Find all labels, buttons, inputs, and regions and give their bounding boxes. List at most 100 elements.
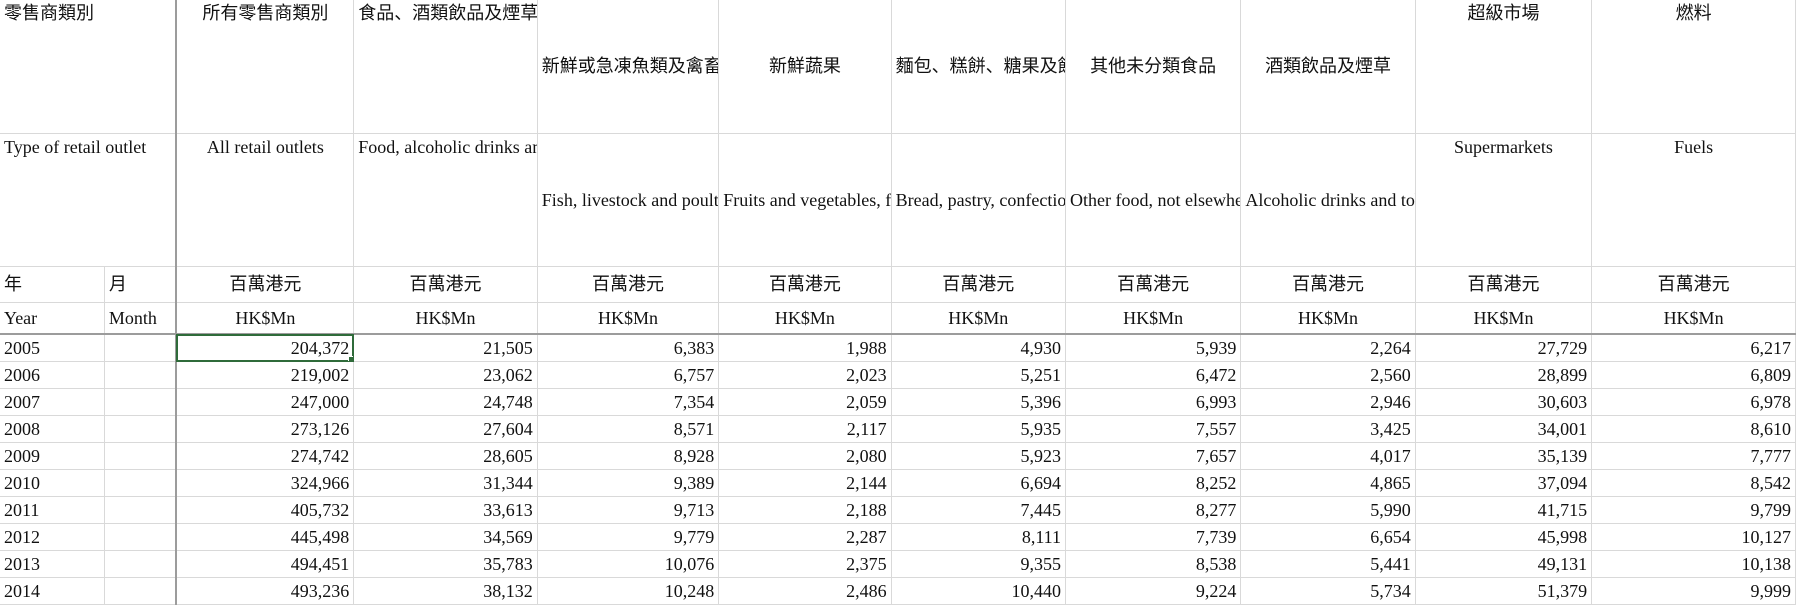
year-cell[interactable]: 2005: [0, 334, 105, 362]
year-cell[interactable]: 2011: [0, 496, 105, 524]
col-header-en[interactable]: Other food, not elsewhere classified: [1065, 133, 1242, 267]
value-cell[interactable]: 2,946: [1240, 388, 1416, 416]
value-cell[interactable]: 5,734: [1240, 577, 1416, 605]
value-cell[interactable]: 49,131: [1415, 550, 1593, 578]
unit-en[interactable]: HK$Mn: [176, 302, 355, 335]
year-label-en[interactable]: Year: [0, 302, 105, 335]
value-cell[interactable]: 9,779: [537, 523, 720, 551]
col-header-zh[interactable]: 新鮮蔬果: [718, 0, 892, 134]
value-cell[interactable]: 8,928: [537, 442, 720, 470]
value-cell[interactable]: 2,560: [1240, 361, 1416, 389]
value-cell[interactable]: 5,441: [1240, 550, 1416, 578]
value-cell[interactable]: 273,126: [176, 415, 355, 443]
value-cell[interactable]: 8,571: [537, 415, 720, 443]
value-cell[interactable]: 1,988: [718, 334, 892, 362]
value-cell[interactable]: 38,132: [353, 577, 538, 605]
unit-en[interactable]: HK$Mn: [353, 302, 538, 335]
unit-en[interactable]: HK$Mn: [891, 302, 1066, 335]
value-cell[interactable]: 7,354: [537, 388, 720, 416]
unit-en[interactable]: HK$Mn: [1591, 302, 1796, 335]
year-cell[interactable]: 2009: [0, 442, 105, 470]
value-cell[interactable]: 6,809: [1591, 361, 1796, 389]
value-cell[interactable]: 274,742: [176, 442, 355, 470]
value-cell[interactable]: 9,355: [891, 550, 1066, 578]
month-label-zh[interactable]: 月: [104, 266, 178, 303]
value-cell[interactable]: 405,732: [176, 496, 355, 524]
unit-en[interactable]: HK$Mn: [1065, 302, 1242, 335]
value-cell[interactable]: 35,139: [1415, 442, 1593, 470]
col-header-zh[interactable]: 麵包、糕餅、糖果及餅乾: [891, 0, 1066, 134]
value-cell[interactable]: 31,344: [353, 469, 538, 497]
value-cell[interactable]: 45,998: [1415, 523, 1593, 551]
unit-en[interactable]: HK$Mn: [537, 302, 720, 335]
value-cell[interactable]: 3,425: [1240, 415, 1416, 443]
value-cell[interactable]: 324,966: [176, 469, 355, 497]
col-header-zh[interactable]: 燃料: [1591, 0, 1796, 134]
value-cell[interactable]: 494,451: [176, 550, 355, 578]
value-cell[interactable]: 10,138: [1591, 550, 1796, 578]
unit-zh[interactable]: 百萬港元: [1415, 266, 1593, 303]
type-header-en[interactable]: Type of retail outlet: [0, 133, 178, 267]
unit-zh[interactable]: 百萬港元: [1240, 266, 1416, 303]
unit-en[interactable]: HK$Mn: [1415, 302, 1593, 335]
unit-zh[interactable]: 百萬港元: [176, 266, 355, 303]
value-cell[interactable]: 41,715: [1415, 496, 1593, 524]
col-header-en[interactable]: Bread, pastry, confectionery and biscuit…: [891, 133, 1066, 267]
year-cell[interactable]: 2006: [0, 361, 105, 389]
value-cell[interactable]: 21,505: [353, 334, 538, 362]
value-cell[interactable]: 5,251: [891, 361, 1066, 389]
value-cell[interactable]: 2,264: [1240, 334, 1416, 362]
value-cell[interactable]: 7,739: [1065, 523, 1242, 551]
value-cell[interactable]: 8,542: [1591, 469, 1796, 497]
value-cell[interactable]: 24,748: [353, 388, 538, 416]
value-cell[interactable]: 51,379: [1415, 577, 1593, 605]
value-cell[interactable]: 445,498: [176, 523, 355, 551]
value-cell[interactable]: 247,000: [176, 388, 355, 416]
col-header-zh[interactable]: 酒類飲品及煙草: [1240, 0, 1416, 134]
value-cell[interactable]: 10,127: [1591, 523, 1796, 551]
col-header-en[interactable]: All retail outlets: [176, 133, 355, 267]
value-cell[interactable]: 9,713: [537, 496, 720, 524]
col-header-zh[interactable]: 其他未分類食品: [1065, 0, 1242, 134]
value-cell[interactable]: 6,472: [1065, 361, 1242, 389]
col-header-en[interactable]: Fruits and vegetables, fresh: [718, 133, 892, 267]
unit-zh[interactable]: 百萬港元: [537, 266, 720, 303]
value-cell[interactable]: 35,783: [353, 550, 538, 578]
month-cell[interactable]: [104, 523, 178, 551]
value-cell[interactable]: 2,117: [718, 415, 892, 443]
unit-en[interactable]: HK$Mn: [718, 302, 892, 335]
month-cell[interactable]: [104, 334, 178, 362]
value-cell[interactable]: 6,978: [1591, 388, 1796, 416]
col-header-zh[interactable]: 所有零售商類別: [176, 0, 355, 134]
year-cell[interactable]: 2014: [0, 577, 105, 605]
value-cell[interactable]: 28,899: [1415, 361, 1593, 389]
value-cell[interactable]: 7,445: [891, 496, 1066, 524]
value-cell[interactable]: 7,777: [1591, 442, 1796, 470]
value-cell[interactable]: 2,486: [718, 577, 892, 605]
value-cell[interactable]: 10,076: [537, 550, 720, 578]
value-cell[interactable]: 6,694: [891, 469, 1066, 497]
month-label-en[interactable]: Month: [104, 302, 178, 335]
col-header-en[interactable]: Food, alcoholic drinks and tobacco (othe…: [353, 133, 538, 267]
month-cell[interactable]: [104, 577, 178, 605]
month-cell[interactable]: [104, 469, 178, 497]
value-cell[interactable]: 9,799: [1591, 496, 1796, 524]
value-cell[interactable]: 2,188: [718, 496, 892, 524]
value-cell[interactable]: 2,375: [718, 550, 892, 578]
unit-zh[interactable]: 百萬港元: [718, 266, 892, 303]
month-cell[interactable]: [104, 361, 178, 389]
unit-en[interactable]: HK$Mn: [1240, 302, 1416, 335]
value-cell[interactable]: 2,059: [718, 388, 892, 416]
col-header-en[interactable]: Fish, livestock and poultry, fresh or fr…: [537, 133, 720, 267]
value-cell[interactable]: 8,111: [891, 523, 1066, 551]
value-cell[interactable]: 6,993: [1065, 388, 1242, 416]
value-cell[interactable]: 27,729: [1415, 334, 1593, 362]
col-header-en[interactable]: Supermarkets: [1415, 133, 1593, 267]
value-cell[interactable]: 4,865: [1240, 469, 1416, 497]
value-cell[interactable]: 8,277: [1065, 496, 1242, 524]
value-cell[interactable]: 6,757: [537, 361, 720, 389]
value-cell[interactable]: 9,224: [1065, 577, 1242, 605]
value-cell[interactable]: 5,990: [1240, 496, 1416, 524]
year-cell[interactable]: 2012: [0, 523, 105, 551]
unit-zh[interactable]: 百萬港元: [891, 266, 1066, 303]
